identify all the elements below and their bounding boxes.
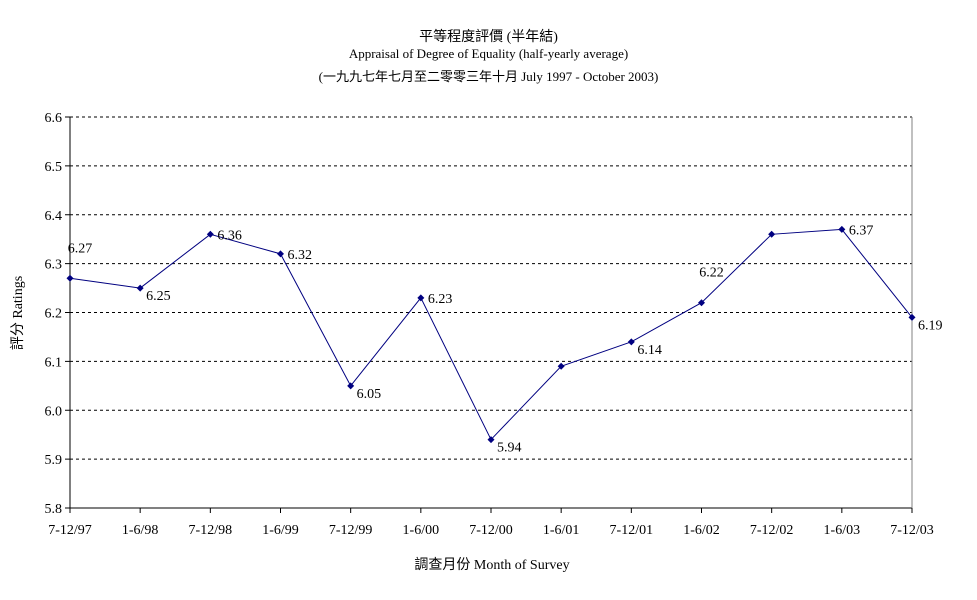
data-point xyxy=(136,284,144,292)
data-point xyxy=(627,338,635,346)
chart-subtitle-range: (一九九七年七月至二零零三年十月 July 1997 - October 200… xyxy=(318,69,659,84)
y-tick-label: 6.2 xyxy=(45,307,63,322)
data-point xyxy=(277,250,284,258)
x-tick-label: 7-12/99 xyxy=(329,523,373,538)
data-point xyxy=(417,294,425,302)
y-tick-label: 5.9 xyxy=(45,453,63,468)
y-tick-label: 6.1 xyxy=(45,355,63,370)
x-tick-label: 1-6/01 xyxy=(543,523,580,538)
data-label: 6.05 xyxy=(357,387,382,402)
y-tick-labels: 5.8 5.9 6.0 6.1 6.2 6.3 6.4 6.5 6.6 xyxy=(45,111,63,517)
x-tick-label: 1-6/00 xyxy=(403,523,440,538)
series-line xyxy=(69,228,913,441)
x-tick-label: 7-12/03 xyxy=(890,523,934,538)
data-label: 6.22 xyxy=(699,266,724,281)
data-point xyxy=(66,274,74,282)
series xyxy=(66,225,916,444)
data-point xyxy=(347,382,355,390)
axes xyxy=(65,116,913,513)
y-tick-label: 6.3 xyxy=(45,258,63,273)
x-tick-label: 7-12/01 xyxy=(610,523,654,538)
x-tick-label: 1-6/99 xyxy=(262,523,299,538)
data-label: 6.19 xyxy=(918,318,943,333)
data-label: 6.32 xyxy=(288,248,313,263)
data-point xyxy=(487,436,495,444)
x-tick-label: 1-6/02 xyxy=(683,523,720,538)
y-tick-label: 6.0 xyxy=(45,404,63,419)
chart-title: 平等程度評價 (半年結) xyxy=(419,30,558,45)
x-tick-label: 7-12/00 xyxy=(469,523,513,538)
y-axis-label: 評分 Ratings xyxy=(10,276,26,350)
y-tick-label: 5.8 xyxy=(45,502,63,517)
data-point xyxy=(908,313,916,321)
y-tick-label: 6.6 xyxy=(45,111,63,126)
data-label: 6.37 xyxy=(849,223,874,238)
data-label: 6.27 xyxy=(68,241,93,256)
data-label: 6.23 xyxy=(428,292,453,307)
data-label: 6.36 xyxy=(217,228,242,243)
data-labels: 6.27 6.25 6.36 6.32 6.05 6.23 5.94 6.14 6.22 6.37… xyxy=(68,223,943,455)
x-tick-label: 7-12/97 xyxy=(48,523,92,538)
data-label: 5.94 xyxy=(497,441,522,456)
data-point xyxy=(698,299,705,307)
x-tick-label: 1-6/98 xyxy=(122,523,159,538)
y-tick-label: 6.4 xyxy=(45,209,63,224)
chart-subtitle: Appraisal of Degree of Equality (half-ye… xyxy=(348,46,629,61)
x-tick-label: 7-12/02 xyxy=(750,523,794,538)
data-label: 6.25 xyxy=(146,289,171,304)
data-point xyxy=(838,225,846,233)
y-tick-label: 6.5 xyxy=(45,160,63,175)
x-axis-label: 調查月份 Month of Survey xyxy=(414,557,569,573)
x-tick-label: 7-12/98 xyxy=(189,523,233,538)
data-point xyxy=(206,230,214,238)
grid-lines xyxy=(70,116,912,460)
data-point xyxy=(768,230,776,238)
data-point xyxy=(557,362,565,370)
x-tick-labels: 7-12/97 1-6/98 7-12/98 1-6/99 7-12/99 1-6/00 7… xyxy=(48,523,934,538)
x-tick-label: 1-6/03 xyxy=(824,523,861,538)
data-label: 6.14 xyxy=(637,343,662,358)
